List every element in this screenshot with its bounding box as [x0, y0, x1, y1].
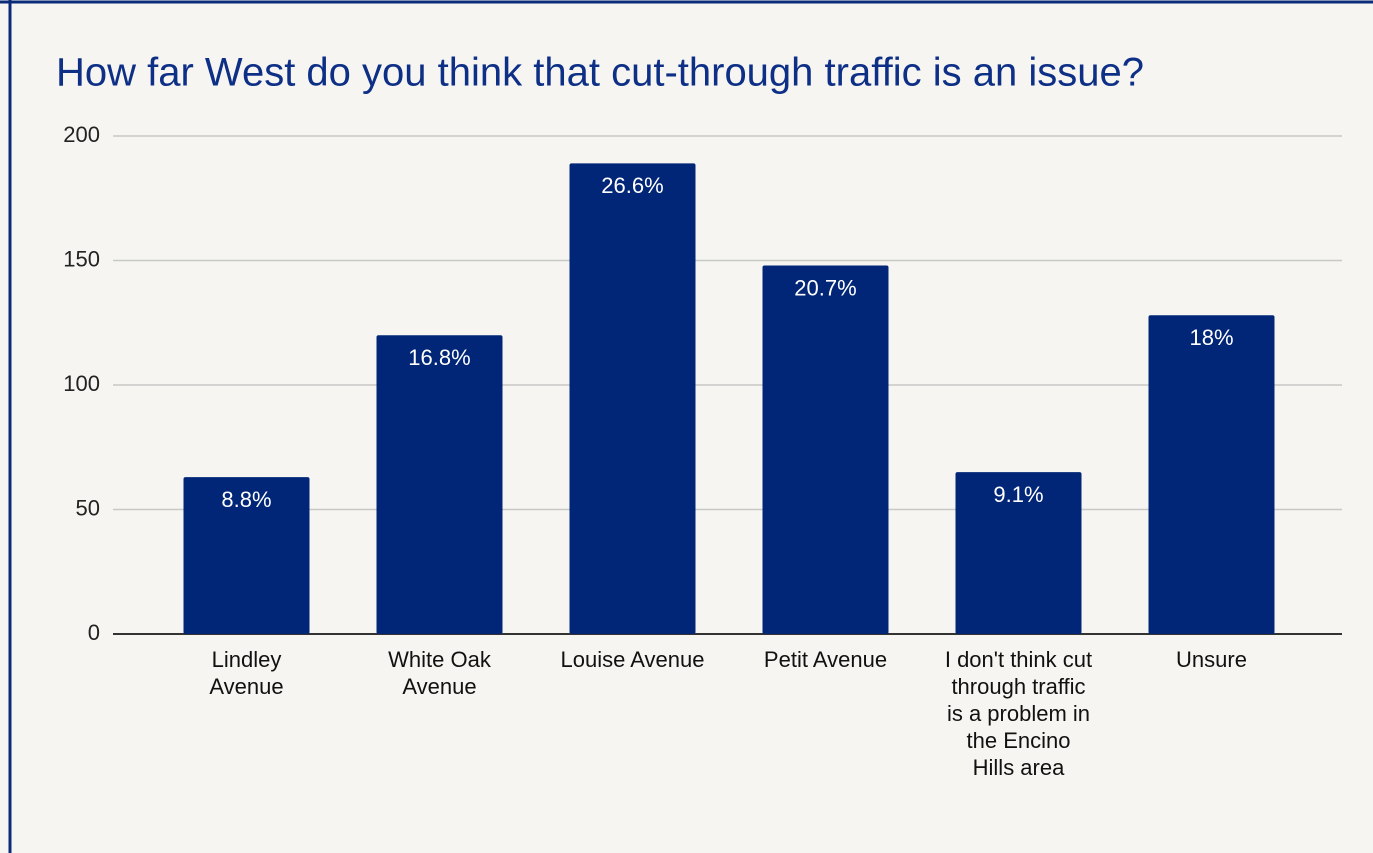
data-label: 18% [1189, 325, 1233, 350]
bar [183, 477, 310, 634]
y-tick-label: 150 [63, 246, 100, 271]
bar [955, 472, 1082, 634]
x-tick-label: Lindley Avenue [209, 647, 283, 699]
data-label: 9.1% [993, 482, 1043, 507]
bar [569, 163, 696, 634]
chart-title: How far West do you think that cut-throu… [56, 51, 1144, 95]
bar [376, 335, 503, 634]
y-tick-label: 100 [63, 371, 100, 396]
x-tick-label: Unsure [1176, 647, 1247, 672]
x-tick-label: I don't think cut through traffic is a pro… [945, 647, 1092, 780]
x-tick-label: Petit Avenue [764, 647, 887, 672]
data-label: 8.8% [221, 487, 271, 512]
bar [762, 265, 889, 634]
x-tick-label: Louise Avenue [561, 647, 705, 672]
y-tick-label: 50 [76, 495, 100, 520]
data-label: 20.7% [794, 275, 856, 300]
data-label: 16.8% [408, 345, 470, 370]
x-tick-label: White Oak Avenue [388, 647, 492, 699]
bar [1148, 315, 1275, 634]
y-tick-label: 200 [63, 122, 100, 147]
y-tick-label: 0 [88, 620, 100, 645]
data-label: 26.6% [601, 173, 663, 198]
